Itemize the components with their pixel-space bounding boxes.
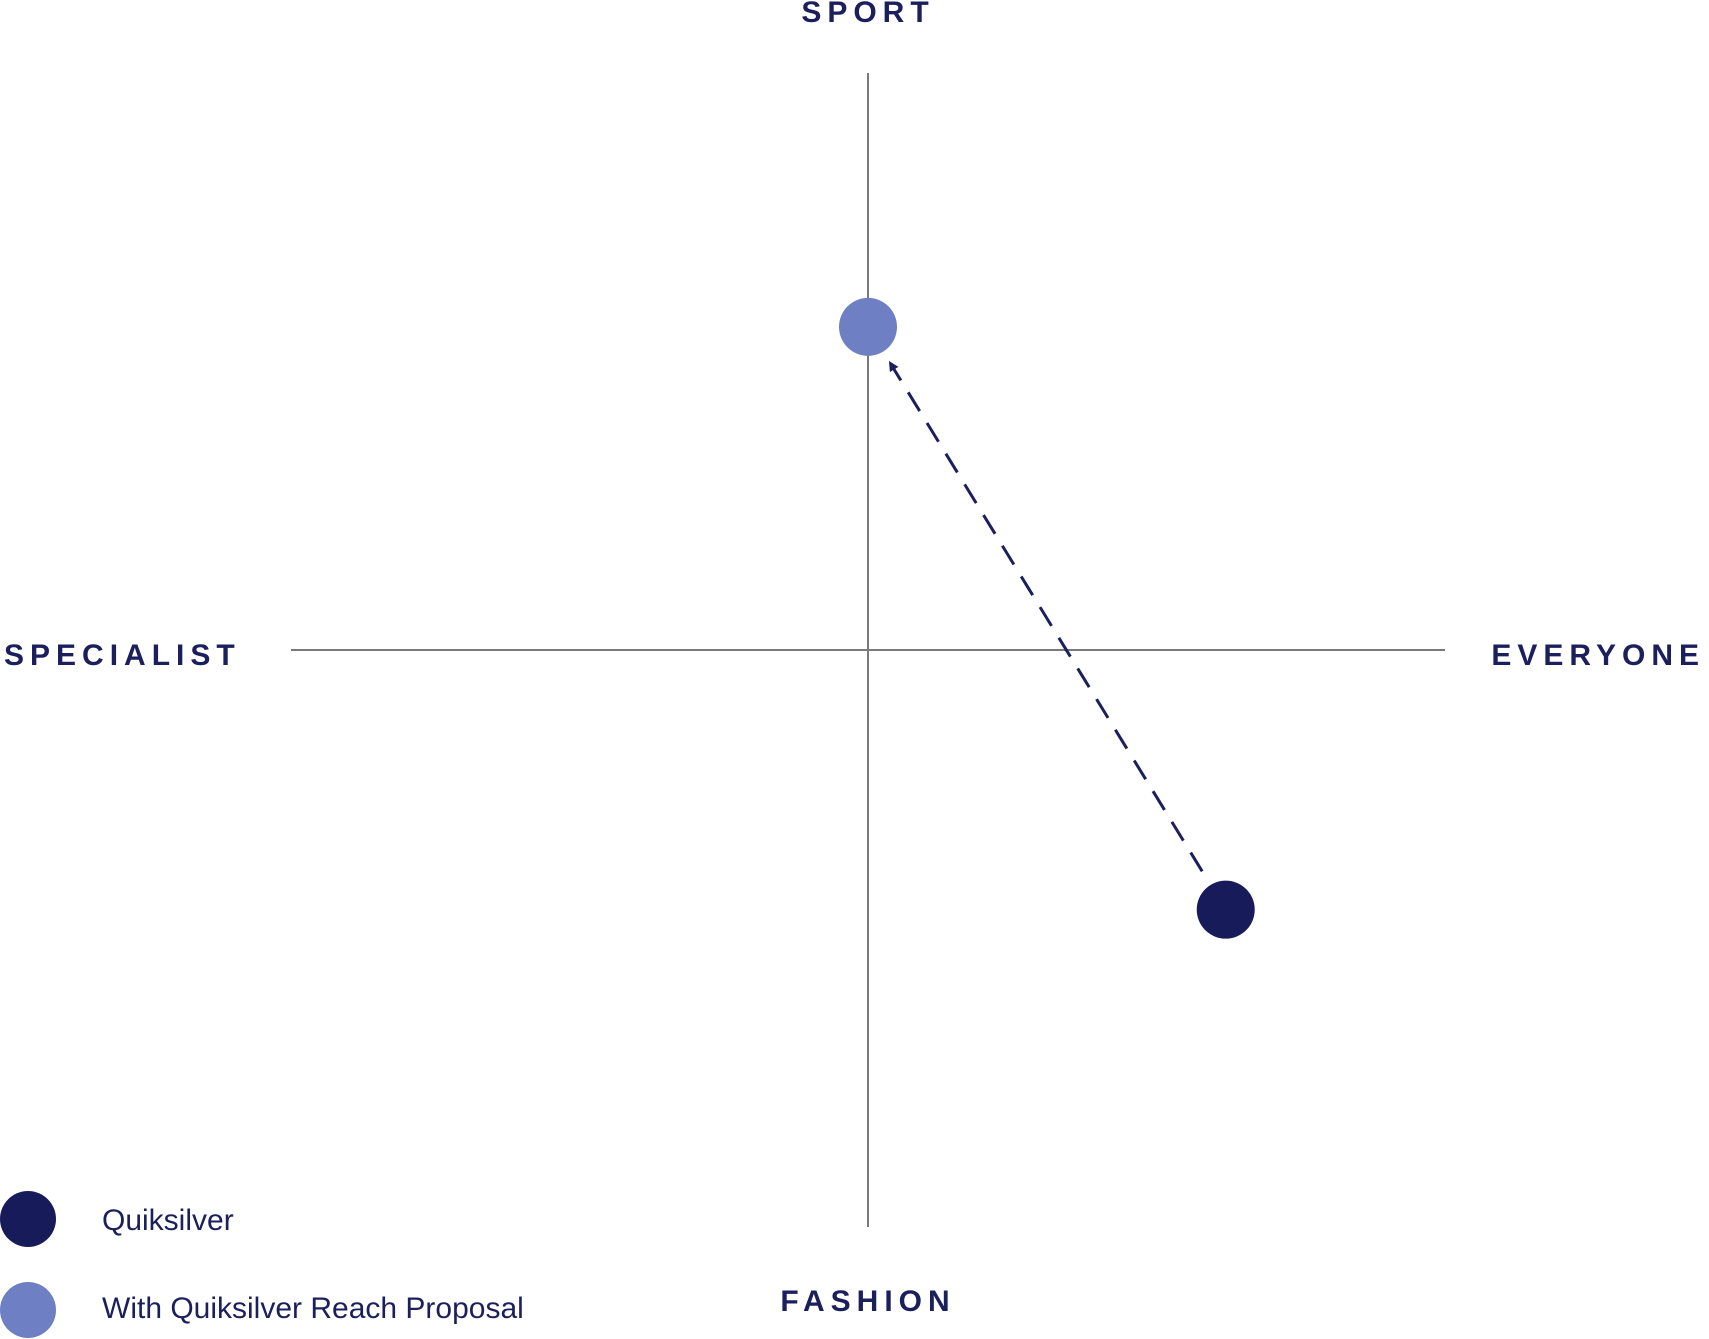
quadrant-label-left: SPECIALIST xyxy=(4,639,241,672)
quadrant-label-right: EVERYONE xyxy=(1491,639,1705,672)
axes xyxy=(291,73,1445,1227)
legend-label-quiksilver: Quiksilver xyxy=(102,1204,234,1237)
data-points xyxy=(839,297,1255,939)
legend: Quiksilver With Quiksilver Reach Proposa… xyxy=(0,1191,524,1338)
reach-proposal-point xyxy=(839,297,897,356)
quadrant-label-top: SPORT xyxy=(801,0,934,29)
legend-marker-reach-proposal xyxy=(0,1282,56,1338)
movement-arrow-group xyxy=(888,360,1204,873)
legend-marker-quiksilver xyxy=(0,1191,56,1247)
quiksilver-point xyxy=(1196,880,1255,939)
legend-label-reach-proposal: With Quiksilver Reach Proposal xyxy=(102,1292,524,1325)
movement-arrow xyxy=(888,360,1204,873)
quadrant-label-bottom: FASHION xyxy=(780,1285,955,1318)
